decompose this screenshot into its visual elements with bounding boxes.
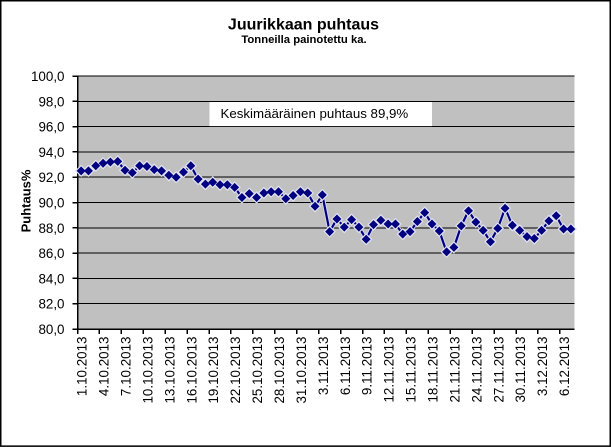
svg-text:12.11.2013: 12.11.2013 (382, 337, 397, 403)
svg-text:9.11.2013: 9.11.2013 (360, 337, 375, 396)
svg-text:88,0: 88,0 (38, 221, 64, 236)
svg-text:22.10.2013: 22.10.2013 (228, 337, 243, 404)
svg-text:80,0: 80,0 (38, 322, 64, 337)
svg-text:Keskimääräinen puhtaus 89,9%: Keskimääräinen puhtaus 89,9% (221, 106, 409, 121)
svg-text:82,0: 82,0 (38, 297, 64, 312)
svg-text:Tonneilla painotettu ka.: Tonneilla painotettu ka. (241, 34, 366, 46)
svg-text:86,0: 86,0 (38, 246, 64, 261)
svg-text:84,0: 84,0 (38, 271, 64, 286)
svg-text:24.11.2013: 24.11.2013 (469, 336, 484, 402)
svg-text:92,0: 92,0 (38, 170, 64, 185)
svg-text:90,0: 90,0 (38, 196, 64, 211)
svg-text:13.10.2013: 13.10.2013 (162, 337, 177, 404)
svg-text:25.10.2013: 25.10.2013 (250, 337, 265, 404)
svg-text:4.10.2013: 4.10.2013 (97, 337, 112, 397)
svg-text:6.12.2013: 6.12.2013 (557, 337, 572, 397)
svg-text:21.11.2013: 21.11.2013 (447, 337, 462, 403)
svg-text:Puhtaus%: Puhtaus% (19, 169, 34, 232)
svg-text:96,0: 96,0 (38, 120, 64, 135)
svg-text:27.11.2013: 27.11.2013 (491, 337, 506, 403)
svg-text:7.10.2013: 7.10.2013 (119, 337, 134, 397)
svg-text:28.10.2013: 28.10.2013 (272, 337, 287, 404)
svg-text:19.10.2013: 19.10.2013 (206, 337, 221, 404)
svg-text:10.10.2013: 10.10.2013 (140, 337, 155, 404)
svg-text:6.11.2013: 6.11.2013 (338, 337, 353, 396)
svg-text:100,0: 100,0 (31, 69, 65, 84)
svg-text:3.12.2013: 3.12.2013 (535, 337, 550, 397)
svg-text:15.11.2013: 15.11.2013 (404, 337, 419, 403)
svg-text:18.11.2013: 18.11.2013 (425, 337, 440, 403)
svg-text:94,0: 94,0 (38, 145, 64, 160)
svg-text:Juurikkaan puhtaus: Juurikkaan puhtaus (228, 17, 379, 34)
svg-text:31.10.2013: 31.10.2013 (294, 337, 309, 404)
svg-text:1.10.2013: 1.10.2013 (75, 337, 90, 397)
svg-text:30.11.2013: 30.11.2013 (513, 337, 528, 403)
svg-text:98,0: 98,0 (38, 94, 64, 109)
svg-text:3.11.2013: 3.11.2013 (316, 337, 331, 396)
svg-text:16.10.2013: 16.10.2013 (184, 337, 199, 404)
